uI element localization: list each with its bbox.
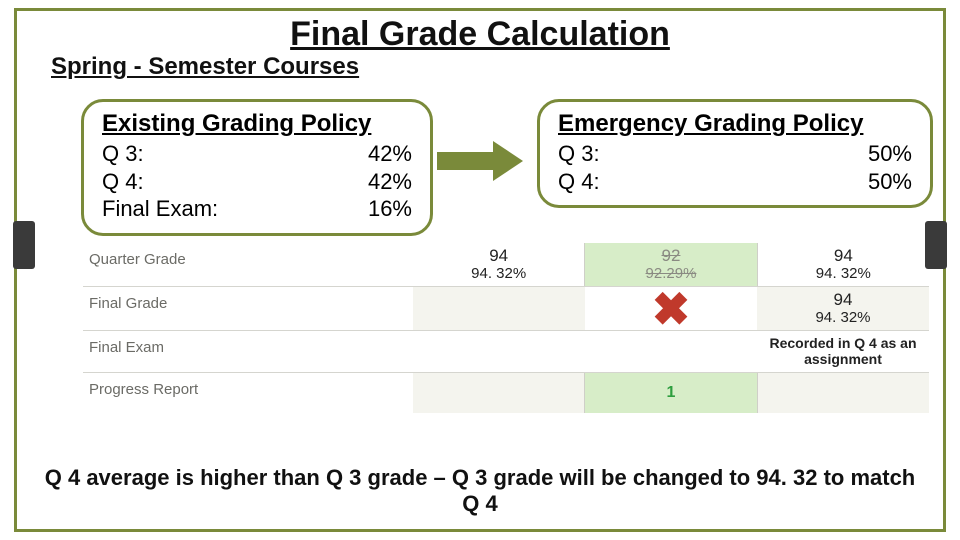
emergency-policy-heading: Emergency Grading Policy [558, 110, 912, 138]
policy-row-value: 50% [868, 140, 912, 168]
quarter-grade-cell: 94 94. 32% [413, 243, 584, 286]
cell-top: 94 [816, 247, 871, 266]
grade-table: Quarter Grade 94 94. 32% 92 92.29% 94 94… [83, 243, 929, 413]
final-grade-x-cell: ✖ [585, 287, 757, 330]
row-spacer [273, 373, 413, 413]
row-spacer [273, 287, 413, 330]
x-mark-icon: ✖ [652, 286, 691, 332]
table-row: Final Exam Recorded in Q 4 as an assignm… [83, 331, 929, 372]
existing-policy-heading: Existing Grading Policy [102, 110, 412, 138]
row-label: Final Grade [83, 287, 273, 330]
final-exam-cell [413, 331, 585, 371]
final-grade-cell [413, 287, 585, 330]
cell-bot: 92.29% [646, 266, 697, 283]
policy-row-value: 42% [368, 168, 412, 196]
row-label: Quarter Grade [83, 243, 273, 286]
policy-row-label: Q 3: [558, 140, 600, 168]
final-grade-cell: 94 94. 32% [757, 287, 929, 330]
existing-policy-row: Final Exam: 16% [102, 195, 412, 223]
policy-row-label: Final Exam: [102, 195, 218, 223]
existing-policy-row: Q 3: 42% [102, 140, 412, 168]
final-exam-note: Recorded in Q 4 as an assignment [757, 335, 929, 367]
policy-row-value: 50% [868, 168, 912, 196]
policy-row-label: Q 3: [102, 140, 144, 168]
policy-row-label: Q 4: [102, 168, 144, 196]
bottom-summary: Q 4 average is higher than Q 3 grade – Q… [17, 465, 943, 517]
cell-top: 92 [646, 247, 697, 266]
policy-row-value: 42% [368, 140, 412, 168]
emergency-policy-row: Q 3: 50% [558, 140, 912, 168]
slide-title: Final Grade Calculation [17, 15, 943, 54]
progress-report-cell [758, 373, 929, 413]
cell-bot: 94. 32% [815, 310, 870, 327]
policy-row-label: Q 4: [558, 168, 600, 196]
row-label: Progress Report [83, 373, 273, 413]
cell-top: 94 [815, 291, 870, 310]
cell-bot: 94. 32% [816, 266, 871, 283]
left-decor-tab [13, 221, 35, 269]
progress-report-count: 1 [667, 384, 676, 402]
table-row: Quarter Grade 94 94. 32% 92 92.29% 94 94… [83, 243, 929, 287]
slide-frame: Final Grade Calculation Spring - Semeste… [14, 8, 946, 532]
emergency-policy-box: Emergency Grading Policy Q 3: 50% Q 4: 5… [537, 99, 933, 208]
table-row: Final Grade ✖ 94 94. 32% [83, 287, 929, 331]
row-spacer [273, 331, 413, 371]
row-spacer [273, 243, 413, 286]
row-label: Final Exam [83, 331, 273, 371]
progress-report-count-cell: 1 [584, 373, 757, 413]
cell-bot: 94. 32% [471, 266, 526, 283]
table-row: Progress Report 1 [83, 373, 929, 413]
quarter-grade-cell: 94 94. 32% [758, 243, 929, 286]
quarter-grade-cell-struck: 92 92.29% [584, 243, 757, 286]
policy-row-value: 16% [368, 195, 412, 223]
arrow-icon [437, 141, 527, 181]
emergency-policy-row: Q 4: 50% [558, 168, 912, 196]
existing-policy-box: Existing Grading Policy Q 3: 42% Q 4: 42… [81, 99, 433, 236]
final-exam-cell [585, 331, 757, 371]
final-exam-note-cell: Recorded in Q 4 as an assignment [757, 331, 929, 371]
existing-policy-row: Q 4: 42% [102, 168, 412, 196]
progress-report-cell [413, 373, 584, 413]
slide-subtitle: Spring - Semester Courses [51, 53, 359, 81]
cell-top: 94 [471, 247, 526, 266]
